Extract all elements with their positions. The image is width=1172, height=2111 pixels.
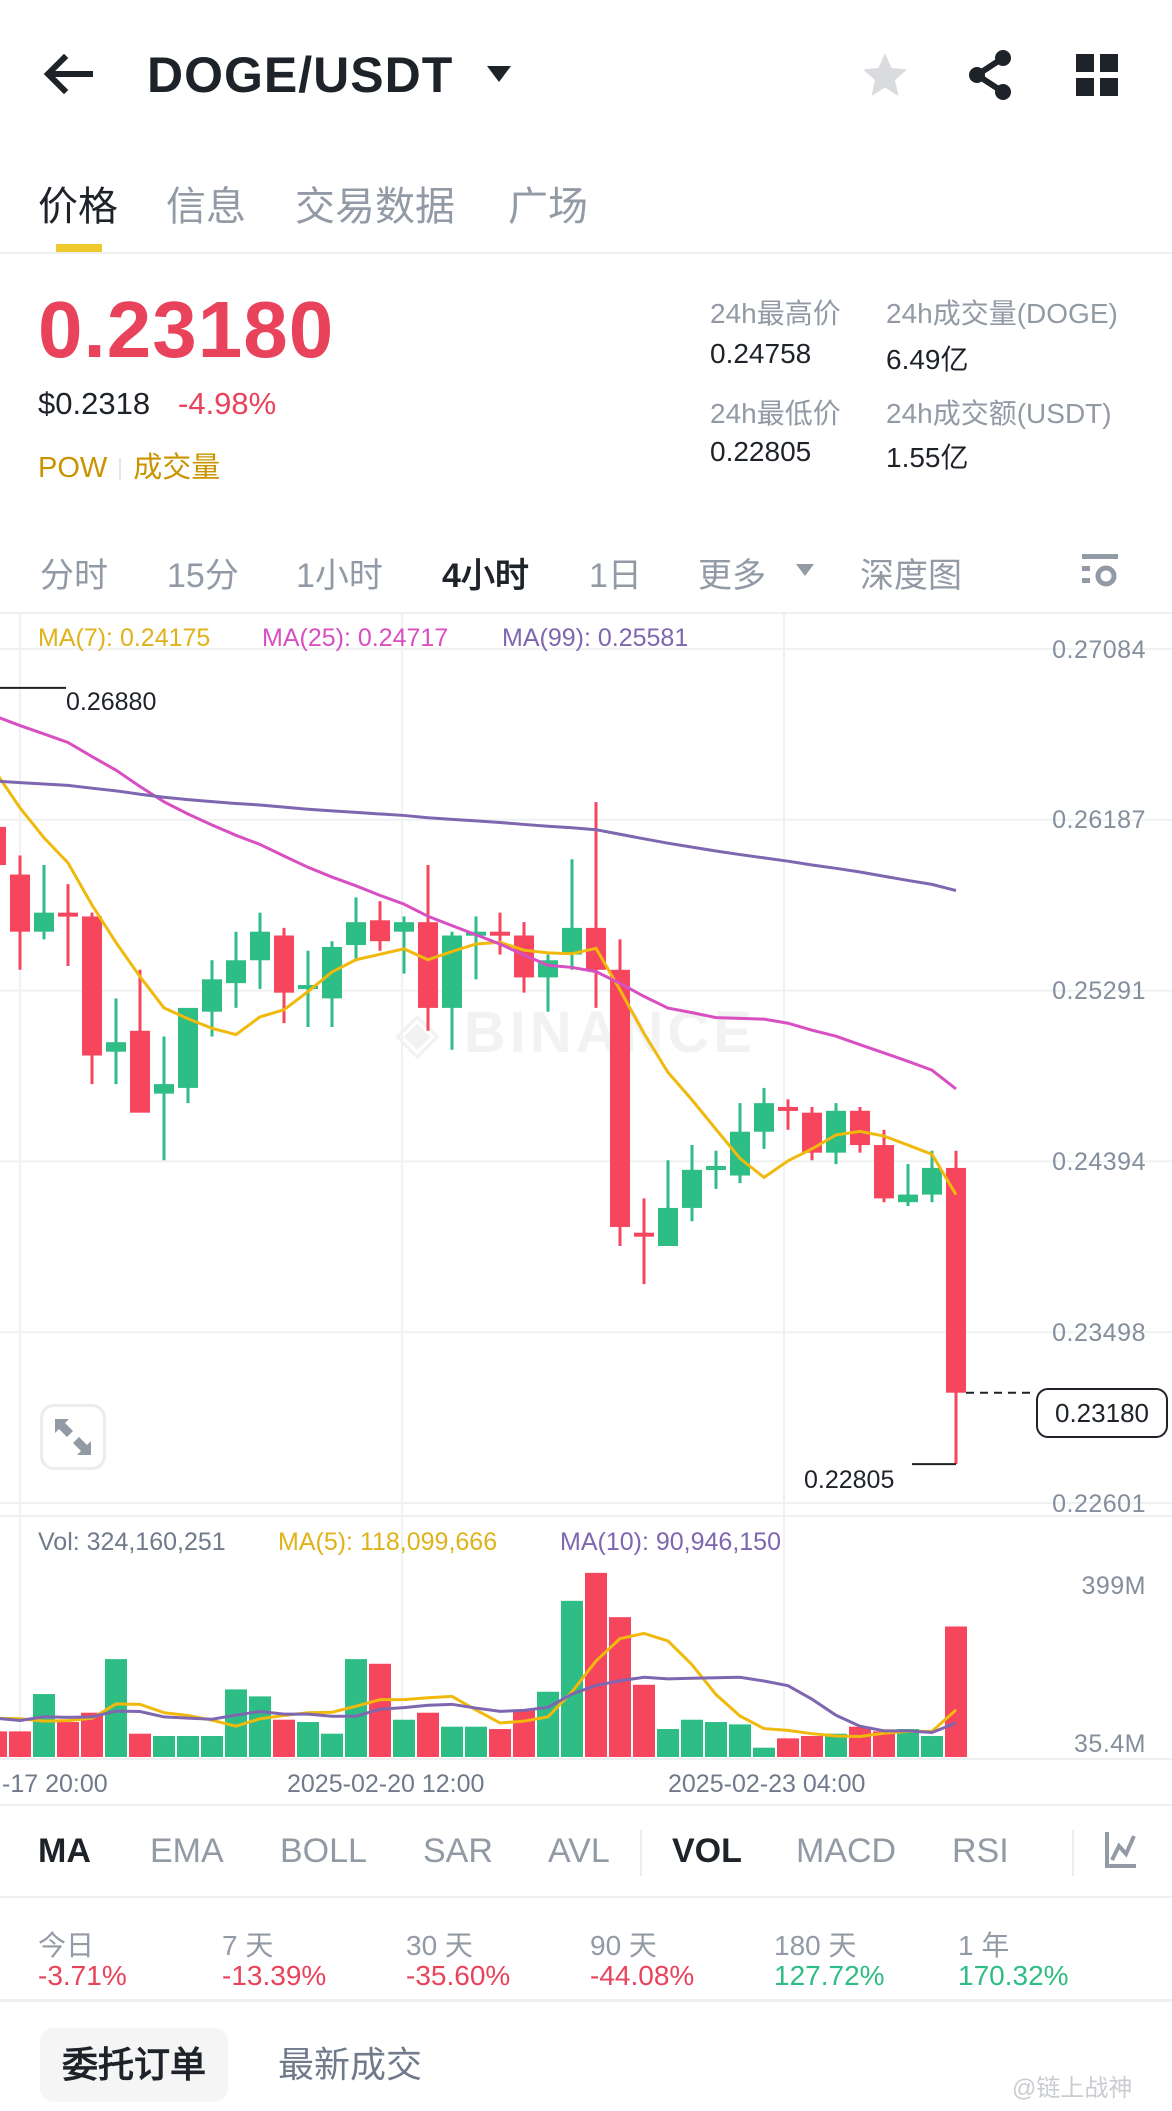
y-tick-label: 0.22601 bbox=[1052, 1490, 1146, 1518]
stat-24h-low-value: 0.22805 bbox=[710, 436, 812, 467]
more-caret-icon[interactable] bbox=[796, 564, 814, 576]
period-label: 30 天 bbox=[406, 1930, 473, 1961]
depth-chart-tab[interactable]: 深度图 bbox=[860, 557, 962, 595]
volume-ma10-legend: MA(10): 90,946,150 bbox=[560, 1528, 781, 1556]
volume-tick-min: 35.4M bbox=[1074, 1730, 1146, 1758]
y-tick-label: 0.26187 bbox=[1052, 806, 1146, 834]
active-tab-indicator bbox=[56, 244, 102, 252]
last-price: 0.23180 bbox=[38, 285, 335, 374]
tag-row: POW 成交量 bbox=[38, 444, 220, 486]
volume-ma5-legend: MA(5): 118,099,666 bbox=[278, 1528, 498, 1556]
interval-selector: 分时 15分 1小时 4小时 1日 更多 深度图 bbox=[0, 540, 1172, 612]
period-label: 1 年 bbox=[958, 1930, 1010, 1961]
stat-24h-turnover-usdt-label: 24h成交额(USDT) bbox=[886, 398, 1112, 429]
stat-24h-volume-doge-label: 24h成交量(DOGE) bbox=[886, 298, 1118, 329]
tag-pow[interactable]: POW bbox=[38, 452, 108, 484]
period-value: -44.08% bbox=[590, 1960, 695, 1991]
back-arrow-icon[interactable] bbox=[40, 50, 96, 98]
stat-24h-turnover-usdt-value: 1.55亿 bbox=[886, 442, 969, 473]
image-watermark: @链上战神 bbox=[1012, 2075, 1133, 2102]
high-price-marker: 0.26880 bbox=[66, 688, 157, 716]
indicator-divider bbox=[640, 1830, 642, 1876]
indicator-ema[interactable]: EMA bbox=[150, 1832, 224, 1870]
last-price-tag[interactable]: 0.23180 bbox=[1036, 1388, 1168, 1438]
pair-dropdown-caret-icon[interactable] bbox=[487, 66, 511, 82]
interval-1h[interactable]: 1小时 bbox=[296, 557, 383, 595]
tab-price[interactable]: 价格 bbox=[38, 185, 118, 229]
y-tick-label: 0.23498 bbox=[1052, 1319, 1146, 1347]
interval-more[interactable]: 更多 bbox=[698, 557, 766, 595]
star-icon[interactable] bbox=[860, 50, 910, 100]
top-bar: DOGE/USDT bbox=[0, 0, 1172, 150]
expand-arrows-icon bbox=[55, 1419, 91, 1455]
indicator-avl[interactable]: AVL bbox=[548, 1832, 610, 1870]
indicator-divider bbox=[1072, 1830, 1074, 1876]
tab-trading-data[interactable]: 交易数据 bbox=[295, 185, 455, 229]
indicator-bar: MA EMA BOLL SAR AVL VOL MACD RSI bbox=[0, 1804, 1172, 1898]
tab-recent-trades[interactable]: 最新成交 bbox=[278, 2044, 423, 2085]
x-tick-label: 2025-02-20 12:00 bbox=[287, 1770, 485, 1798]
period-value: -3.71% bbox=[38, 1960, 127, 1991]
interval-1d[interactable]: 1日 bbox=[589, 557, 642, 595]
tag-divider bbox=[119, 458, 122, 481]
candlestick-chart[interactable]: ◈ BINANCE bbox=[0, 614, 1172, 1804]
period-label: 90 天 bbox=[590, 1930, 657, 1961]
y-tick-label: 0.25291 bbox=[1052, 977, 1146, 1005]
stat-24h-volume-doge-value: 6.49亿 bbox=[886, 344, 969, 375]
page-tabs: 价格 信息 交易数据 广场 bbox=[0, 170, 1172, 254]
interval-time-sharing[interactable]: 分时 bbox=[40, 557, 108, 595]
period-performance: 今日 -3.71% 7 天 -13.39% 30 天 -35.60% 90 天 … bbox=[0, 1900, 1172, 2002]
interval-15m[interactable]: 15分 bbox=[167, 557, 239, 595]
kline-chart[interactable]: ◈ BINANCE MA(7): 0.24175 MA(25): 0.24717… bbox=[0, 612, 1172, 1802]
ma99-legend: MA(99): 0.25581 bbox=[502, 624, 689, 652]
price-change-percent: -4.98% bbox=[178, 386, 277, 421]
tab-square[interactable]: 广场 bbox=[508, 185, 588, 229]
ma25-legend: MA(25): 0.24717 bbox=[262, 624, 449, 652]
indicator-macd[interactable]: MACD bbox=[796, 1832, 897, 1870]
interval-4h[interactable]: 4小时 bbox=[442, 557, 529, 595]
pair-title[interactable]: DOGE/USDT bbox=[147, 47, 454, 103]
indicator-boll[interactable]: BOLL bbox=[280, 1832, 367, 1870]
indicator-vol[interactable]: VOL bbox=[672, 1832, 742, 1870]
period-label: 7 天 bbox=[222, 1930, 274, 1961]
period-value: 170.32% bbox=[958, 1960, 1069, 1991]
indicator-rsi[interactable]: RSI bbox=[952, 1832, 1009, 1870]
x-tick-label: 2025-02-23 04:00 bbox=[668, 1770, 866, 1798]
tab-info[interactable]: 信息 bbox=[166, 185, 246, 229]
ma7-legend: MA(7): 0.24175 bbox=[38, 624, 211, 652]
chart-settings-icon[interactable] bbox=[1080, 548, 1120, 590]
period-label: 今日 bbox=[38, 1930, 95, 1961]
stat-24h-low-label: 24h最低价 bbox=[710, 398, 841, 429]
y-tick-label: 0.24394 bbox=[1052, 1148, 1146, 1176]
tag-volume[interactable]: 成交量 bbox=[133, 452, 221, 484]
period-value: -35.60% bbox=[406, 1960, 511, 1991]
grid-layout-icon[interactable] bbox=[1076, 54, 1118, 96]
svg-text:◈ BINANCE: ◈ BINANCE bbox=[395, 1000, 756, 1065]
volume-legend: Vol: 324,160,251 bbox=[38, 1528, 226, 1556]
fullscreen-button[interactable] bbox=[40, 1404, 106, 1470]
period-value: 127.72% bbox=[774, 1960, 885, 1991]
indicator-sar[interactable]: SAR bbox=[423, 1832, 493, 1870]
stat-24h-high-label: 24h最高价 bbox=[710, 298, 841, 329]
stat-24h-high-value: 0.24758 bbox=[710, 338, 812, 369]
x-tick-label: -17 20:00 bbox=[2, 1770, 108, 1798]
volume-tick-max: 399M bbox=[1081, 1572, 1146, 1600]
share-icon[interactable] bbox=[965, 48, 1015, 102]
tab-order-book[interactable]: 委托订单 bbox=[40, 2028, 229, 2102]
order-tabs: 委托订单 最新成交 bbox=[0, 2010, 1172, 2111]
period-value: -13.39% bbox=[222, 1960, 327, 1991]
low-price-marker: 0.22805 bbox=[804, 1466, 895, 1494]
period-label: 180 天 bbox=[774, 1930, 857, 1961]
indicator-ma[interactable]: MA bbox=[38, 1832, 91, 1870]
usd-price: $0.2318 bbox=[38, 386, 151, 421]
y-tick-label: 0.27084 bbox=[1052, 636, 1146, 664]
indicator-settings-icon[interactable] bbox=[1104, 1830, 1138, 1870]
